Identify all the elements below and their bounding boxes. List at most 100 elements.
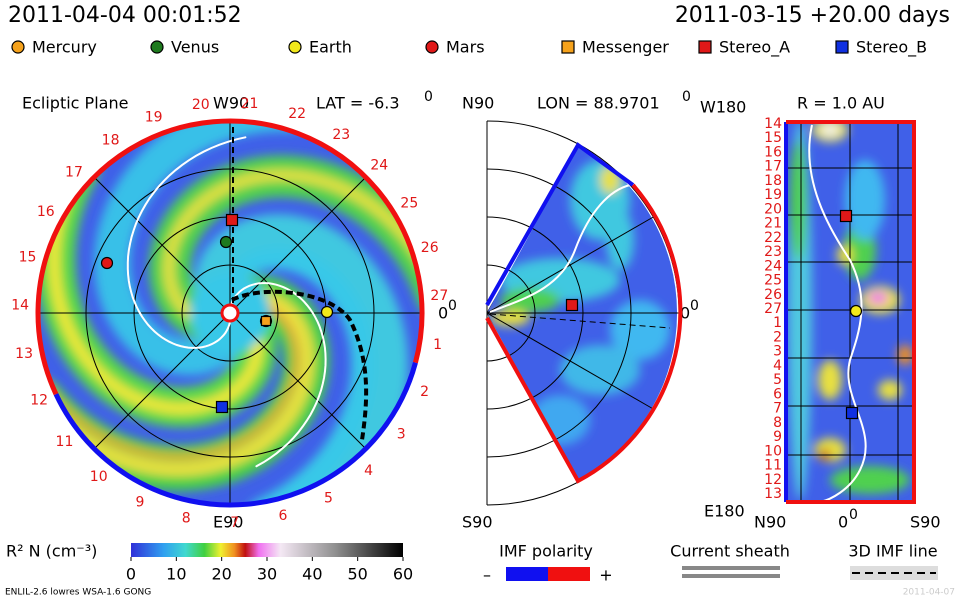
spacecraft [565, 298, 579, 312]
polarity-edge [786, 120, 916, 504]
rotation-label: 14 [11, 298, 29, 314]
colorbar-tick-label: 10 [166, 565, 186, 584]
polarity-arc [53, 362, 418, 508]
rotation-label: 2 [420, 384, 429, 400]
rotation-label: 8 [182, 510, 191, 526]
rotation-label: 9 [136, 495, 145, 511]
rotation-label: 13 [15, 346, 33, 362]
axis-label: 0 [838, 513, 848, 532]
density-blob [814, 438, 846, 462]
rotation-label: 21 [241, 96, 259, 112]
axis-label: S90 [910, 513, 941, 532]
row-label: 20 [764, 201, 782, 217]
row-label: 25 [764, 273, 782, 289]
density-blob [500, 288, 560, 312]
row-label: 24 [764, 258, 782, 274]
planet [320, 305, 334, 319]
legend-label: Messenger [582, 38, 669, 57]
rotation-label: 24 [370, 157, 388, 173]
sun [220, 303, 240, 323]
axis-label: W180 [700, 98, 746, 117]
footer-model: ENLIL-2.6 lowres WSA-1.6 GONG [5, 588, 151, 598]
rotation-label: 22 [288, 106, 306, 122]
lat-label: LAT = -6.3 [316, 94, 400, 113]
axis-label: E90 [213, 513, 243, 532]
sheath-line [808, 124, 867, 503]
planet [849, 304, 863, 318]
superscript: 0 [424, 89, 433, 105]
footer-date: 2011-04-07 [903, 588, 955, 598]
legend-marker [288, 40, 302, 54]
grid-spoke [487, 312, 654, 410]
rotation-label: 23 [332, 127, 350, 143]
grid-spoke [93, 176, 231, 314]
rotation-label: 3 [397, 427, 406, 443]
superscript: 0 [682, 89, 691, 105]
legend-label: Stereo_A [719, 38, 790, 58]
spacecraft [225, 213, 239, 227]
timestamp: 2011-04-04 00:01:52 [8, 3, 242, 28]
spiral [48, 192, 264, 415]
colorbar-tick-label: 20 [211, 565, 231, 584]
planet [100, 256, 114, 270]
spiral [126, 136, 247, 349]
colorbar [131, 543, 403, 557]
rotation-label: 17 [65, 164, 83, 180]
rotation-label: 6 [279, 508, 288, 524]
colorbar-tick-label: 60 [393, 565, 413, 584]
legend-marker [425, 40, 439, 54]
axis-label: 0 [680, 304, 690, 323]
imf-title: IMF polarity [499, 542, 593, 561]
legend-label: Mercury [32, 38, 97, 57]
spacecraft [260, 315, 272, 327]
legend-label: Venus [171, 38, 219, 57]
row-label: 5 [773, 372, 782, 388]
rotation-label: 25 [400, 196, 418, 212]
legend-marker [835, 40, 849, 54]
row-label: 11 [764, 458, 782, 474]
legend-marker [11, 40, 25, 54]
row-label: 10 [764, 443, 782, 459]
spiral [230, 282, 327, 468]
density-blob [845, 160, 885, 240]
colorbar-tick-label: 40 [302, 565, 322, 584]
row-label: 6 [773, 386, 782, 402]
panel-title: Ecliptic Plane [22, 94, 128, 113]
rotation-label: 4 [364, 463, 373, 479]
grid-spoke [93, 312, 231, 450]
colorbar-label: R² N (cm⁻³) [6, 542, 97, 561]
meridional-map [487, 145, 678, 481]
row-label: 17 [764, 159, 782, 175]
polarity-edge [485, 142, 635, 306]
legend-marker [150, 40, 164, 54]
axis-label: E180 [704, 502, 745, 521]
density-blob [820, 124, 840, 136]
row-label: 4 [773, 358, 782, 374]
spacecraft [839, 209, 853, 223]
row-label: 2 [773, 329, 782, 345]
density-blob [606, 210, 634, 270]
row-label: 15 [764, 130, 782, 146]
row-label: 16 [764, 144, 782, 160]
row-label: 7 [773, 401, 782, 417]
row-label: 12 [764, 472, 782, 488]
spacecraft [215, 400, 229, 414]
rotation-label: 20 [192, 97, 210, 113]
row-label: 3 [773, 344, 782, 360]
lon-label: LON = 88.9701 [537, 94, 660, 113]
imf-dash [489, 313, 671, 329]
row-label: 1 [773, 315, 782, 331]
axis-label: 0 [438, 304, 448, 323]
row-label: 14 [764, 116, 782, 132]
polarity-edge [485, 183, 683, 484]
row-label: 22 [764, 230, 782, 246]
rotation-label: 18 [102, 132, 120, 148]
spiral [162, 169, 422, 327]
row-label: 8 [773, 415, 782, 431]
sheath-swatch [682, 574, 780, 578]
legend-label: Mars [446, 38, 485, 57]
rotation-label: 1 [433, 337, 442, 353]
imf-plus: + [599, 566, 612, 585]
sheath-title: Current sheath [670, 542, 790, 561]
